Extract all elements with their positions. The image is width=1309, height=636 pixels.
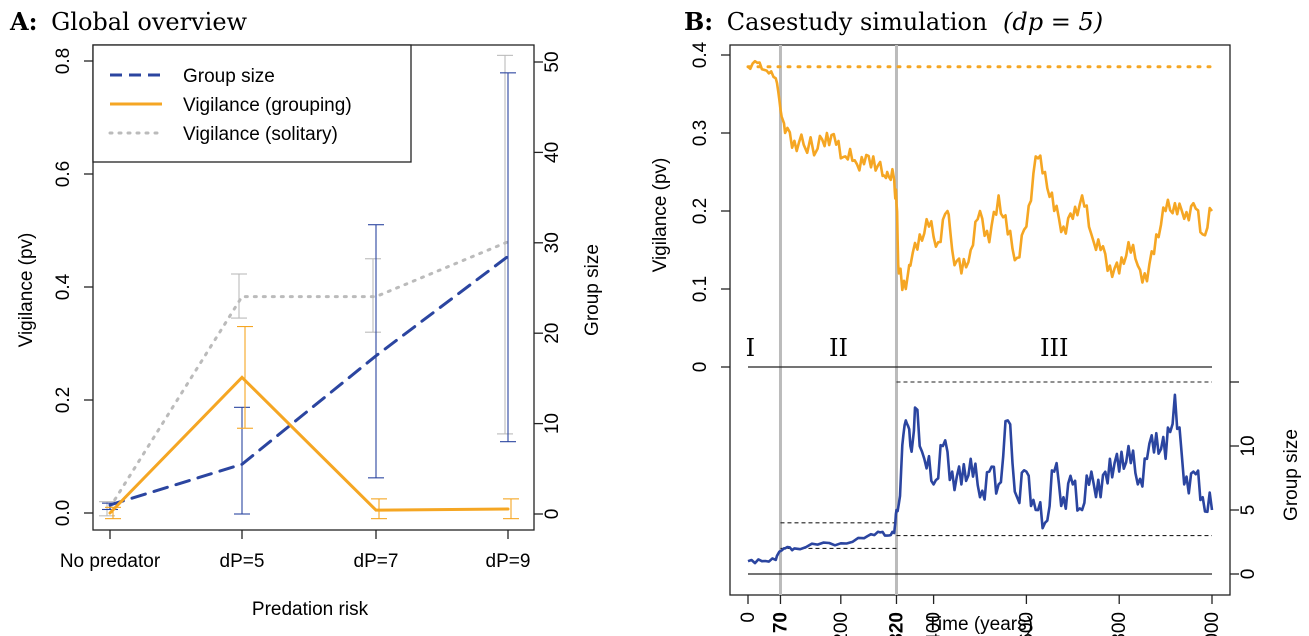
panel-a: A: Global overview 0.0 0.2 0.4 0.6 0.8 0 10 20… — [9, 7, 603, 620]
panel-a-right-axis: 0 10 20 30 40 50 — [534, 51, 563, 519]
panel-b-ylabel-top: Vigilance (pv) — [650, 158, 671, 273]
panel-a-title: Global overview — [51, 8, 247, 36]
left-axis-tick-label: 0.6 — [53, 161, 74, 187]
phase-label: II — [829, 334, 848, 362]
left-axis-tick-label: 0.8 — [53, 48, 74, 74]
panel-a-ylabel-right: Group size — [582, 244, 603, 336]
panel-b-xlabel: Time (years) — [927, 614, 1033, 635]
time-axis-tick-label: 800 — [1109, 612, 1130, 636]
vigilance-line — [747, 59, 1214, 292]
panel-b-phase-labels: I II III — [746, 334, 1069, 362]
vigilance-axis-tick-label: 0.4 — [690, 41, 711, 68]
series-line — [108, 254, 510, 507]
legend-label-vigilance-grouping: Vigilance (grouping) — [183, 95, 352, 116]
panel-a-xlabel: Predation risk — [252, 599, 369, 620]
panel-b-left-axis: 0 0.1 0.2 0.3 0.4 — [690, 41, 730, 372]
right-axis-tick-label: 20 — [542, 323, 563, 344]
vigilance-axis-tick-label: 0 — [690, 362, 711, 373]
right-axis-tick-label: 30 — [542, 232, 563, 253]
panel-b: B: Casestudy simulation (dp = 5) 0 0.1 0.2… — [650, 7, 1302, 636]
x-axis-tick-label: dP=9 — [486, 551, 531, 572]
phase-label: I — [746, 334, 755, 362]
left-axis-tick-label: 0.4 — [53, 273, 74, 300]
time-axis-tick-label: 400 — [924, 612, 945, 636]
legend-label-group-size: Group size — [183, 66, 275, 87]
panel-b-phase-boundaries — [778, 45, 898, 595]
group-size-axis-tick-label: 10 — [1238, 435, 1259, 456]
x-axis-tick-label: dP=5 — [220, 551, 265, 572]
panel-b-reference-lines — [746, 65, 1214, 575]
panel-a-legend: Group size Vigilance (grouping) Vigilanc… — [92, 44, 412, 163]
x-axis-tick-label: dP=7 — [354, 551, 399, 572]
vigilance-axis-tick-label: 0.1 — [690, 276, 711, 302]
panel-a-series — [99, 54, 519, 520]
time-axis-tick-label: 70 — [770, 612, 791, 633]
group-size-line — [747, 393, 1214, 565]
vigilance-axis-tick-label: 0.3 — [690, 120, 711, 146]
time-axis-tick-label: 0 — [738, 612, 759, 623]
time-axis-tick-label: 600 — [1016, 612, 1037, 636]
panel-a-x-axis: No predator dP=5 dP=7 dP=9 — [60, 530, 531, 572]
panel-b-ylabel-bottom: Group size — [1281, 429, 1302, 521]
group-size-axis-tick-label: 0 — [1238, 569, 1259, 580]
group-size-axis-tick-label: 5 — [1238, 505, 1259, 516]
x-axis-tick-label: No predator — [60, 551, 161, 572]
time-axis-tick-label: 200 — [831, 612, 852, 636]
right-axis-tick-label: 50 — [542, 51, 563, 72]
panel-a-letter: A: — [9, 7, 37, 36]
panel-b-x-axis: 0 70 200 320 400 600 800 1000 — [738, 595, 1223, 636]
panel-a-left-axis: 0.0 0.2 0.4 0.6 0.8 — [53, 48, 93, 526]
series-line — [108, 240, 510, 509]
svg-text:B: Casestudy simulation: B: Casestudy simulation (dp = 5) — [684, 7, 1103, 36]
left-axis-tick-label: 0.2 — [53, 387, 74, 413]
right-axis-tick-label: 0 — [542, 509, 563, 520]
panel-b-series — [747, 59, 1214, 565]
panel-b-letter: B: — [684, 7, 713, 36]
vigilance-axis-tick-label: 0.2 — [690, 198, 711, 224]
svg-text:A: Global overview: A: Global overview — [9, 7, 248, 36]
panel-b-title: Casestudy simulation — [727, 8, 988, 36]
right-axis-tick-label: 40 — [542, 142, 563, 163]
series-line — [108, 375, 510, 515]
left-axis-tick-label: 0.0 — [53, 500, 74, 526]
panel-b-right-axis: 0 5 10 — [1230, 381, 1259, 580]
panel-a-ylabel-left: Vigilance (pv) — [16, 233, 37, 348]
time-axis-tick-label: 320 — [886, 612, 907, 636]
phase-label: III — [1040, 334, 1068, 362]
right-axis-tick-label: 10 — [542, 413, 563, 434]
legend-label-vigilance-solitary: Vigilance (solitary) — [183, 124, 338, 145]
time-axis-tick-label: 1000 — [1202, 612, 1223, 636]
panel-b-title-formula: (dp = 5) — [1003, 8, 1103, 36]
panel-b-plot-box — [729, 44, 1231, 596]
